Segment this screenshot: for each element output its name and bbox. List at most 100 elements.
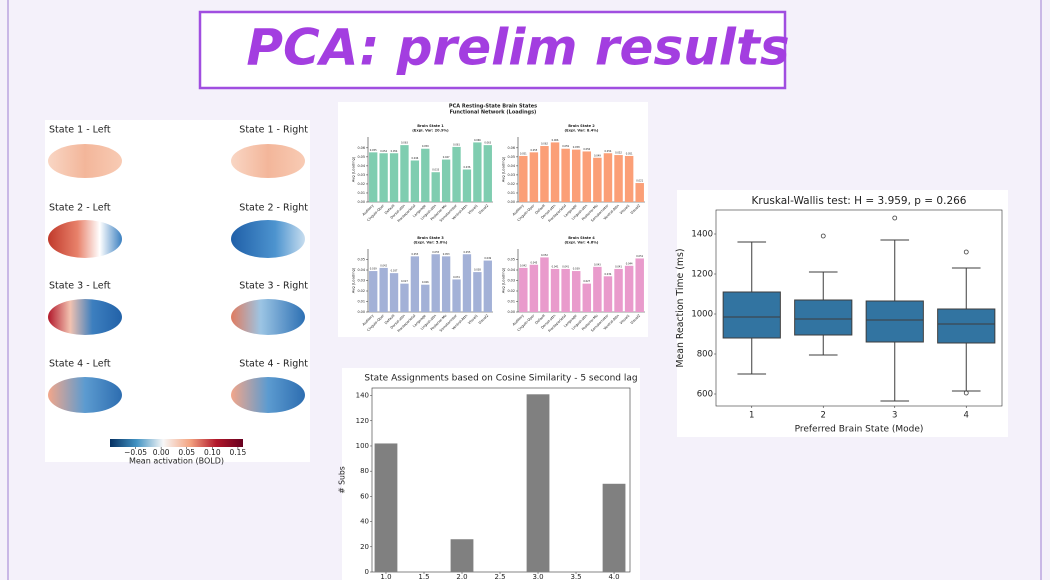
box (722, 291, 781, 339)
x-tick-label: 3.0 (532, 573, 543, 580)
y-tick-label: 60 (360, 492, 369, 500)
brain-map (48, 144, 122, 178)
y-axis-label: Avg |Loading| (502, 268, 506, 293)
bar (571, 149, 581, 202)
x-tick-label: Visual2 (630, 204, 642, 216)
y-tick-label: 0.06 (507, 146, 515, 150)
x-tick-label: Visual1 (467, 314, 479, 326)
value-label: 0.033 (432, 169, 439, 172)
y-tick-label: 0.04 (507, 268, 515, 272)
value-label: 0.026 (422, 281, 429, 284)
y-axis-label: Avg |Loading| (352, 157, 356, 182)
state-label: State 3 - Left (49, 281, 111, 292)
bar (483, 145, 492, 202)
value-label: 0.061 (453, 143, 460, 146)
brain-map (48, 220, 122, 258)
bar (441, 256, 451, 312)
box (794, 299, 853, 336)
bar (450, 539, 474, 572)
colorbar-tick-label: 0.00 (153, 448, 170, 457)
bar (421, 148, 430, 202)
state-label: State 1 - Left (49, 125, 111, 136)
value-label: 0.054 (380, 150, 387, 153)
y-tick-label: 1000 (691, 310, 713, 320)
value-label: 0.056 (583, 148, 590, 151)
value-label: 0.034 (605, 273, 612, 276)
value-label: 0.059 (422, 145, 429, 148)
y-tick-label: 0.03 (507, 173, 515, 177)
y-tick-label: 120 (356, 417, 369, 425)
state-label: State 3 - Right (239, 281, 308, 292)
value-label: 0.047 (443, 156, 450, 159)
bar (540, 146, 549, 202)
y-tick-label: 1200 (691, 270, 713, 280)
bar (540, 257, 549, 312)
y-tick-label: 800 (697, 350, 713, 360)
value-label: 0.053 (443, 253, 450, 256)
y-tick-label: 0.05 (357, 258, 365, 262)
y-tick-label: 0.04 (507, 164, 515, 168)
bar (431, 254, 440, 312)
y-axis-label: Mean Reaction Time (ms) (675, 248, 686, 367)
bar (379, 267, 388, 312)
value-label: 0.059 (562, 145, 569, 148)
x-tick-label: Visual2 (478, 204, 490, 216)
y-tick-label: 0.02 (507, 182, 515, 186)
value-label: 0.052 (541, 254, 548, 257)
outlier (892, 215, 898, 221)
value-label: 0.046 (411, 157, 418, 160)
value-label: 0.055 (464, 251, 471, 254)
bar (593, 157, 602, 202)
value-label: 0.045 (530, 261, 537, 264)
y-tick-label: 100 (356, 442, 369, 450)
y-tick-label: 0 (365, 568, 369, 576)
value-label: 0.053 (411, 253, 418, 256)
value-label: 0.031 (453, 276, 460, 279)
value-label: 0.055 (370, 149, 377, 152)
chart-title: Brain State 4 (568, 236, 595, 240)
y-tick-label: 0.02 (357, 182, 365, 186)
axes-frame (715, 209, 1003, 407)
bar (561, 148, 570, 202)
bar (519, 267, 528, 312)
y-tick-label: 0.01 (357, 191, 365, 195)
bar (400, 283, 409, 312)
bar (526, 394, 550, 572)
chart-title: Brain State 1 (417, 124, 444, 128)
pca-title: Functional Network (Loadings) (450, 110, 537, 116)
bar (462, 254, 472, 312)
y-tick-label: 20 (360, 543, 369, 551)
chart-subtitle: (Expl. Var: 5.0%) (414, 241, 448, 245)
bar (369, 271, 378, 312)
bar (602, 483, 626, 572)
value-label: 0.044 (626, 262, 633, 265)
bar (374, 443, 398, 572)
value-label: 0.041 (615, 265, 622, 268)
bar (473, 272, 482, 312)
bar (452, 146, 461, 202)
y-tick-label: 0.05 (357, 155, 365, 159)
value-label: 0.041 (552, 265, 559, 268)
value-label: 0.036 (464, 166, 471, 169)
x-tick-label: 1 (749, 411, 754, 421)
brain-map (231, 220, 305, 258)
colorbar-tick-label: 0.10 (204, 448, 221, 457)
value-label: 0.049 (594, 154, 601, 157)
y-tick-label: 0.02 (357, 289, 365, 293)
value-label: 0.027 (401, 280, 408, 283)
x-tick-label: 1.5 (418, 573, 429, 580)
bar (483, 260, 492, 312)
box (937, 308, 996, 344)
y-tick-label: 0.03 (357, 173, 365, 177)
y-tick-label: 0.03 (507, 279, 515, 283)
y-tick-label: 0.03 (357, 279, 365, 283)
bar (635, 258, 644, 312)
value-label: 0.051 (520, 152, 527, 155)
bar (550, 268, 560, 312)
bar (614, 155, 623, 202)
y-tick-label: 0.01 (507, 300, 515, 304)
bar (593, 266, 602, 312)
x-tick-label: Visual2 (478, 314, 490, 326)
